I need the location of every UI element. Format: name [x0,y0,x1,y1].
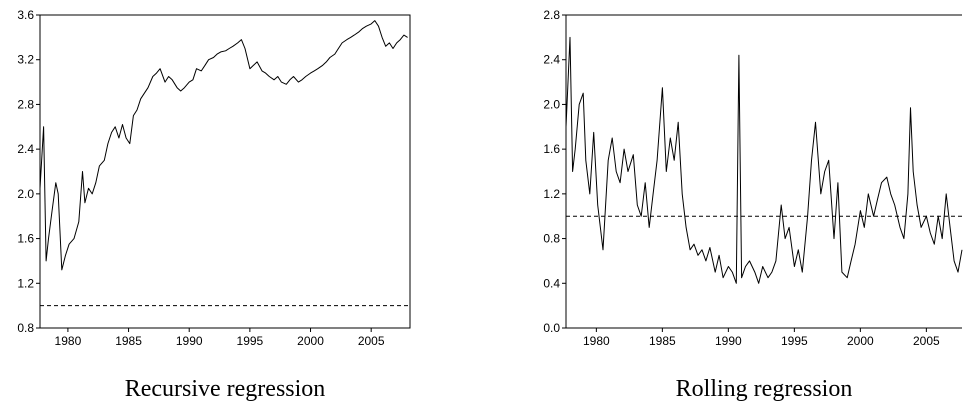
panel-recursive: 0.8 1.2 1.6 2.0 2.4 2.8 3.2 3.6 1980 1985 1990 1995… [17,8,411,402]
y-tick-label: 2.4 [17,142,34,156]
x-tick-label: 2000 [297,334,324,348]
y-tick-label: 0.0 [543,321,560,335]
panel-rolling: 0.0 0.4 0.8 1.2 1.6 2.0 2.4 2.8 1980 1985 1990 1995… [543,8,963,402]
x-tick-label: 2005 [358,334,385,348]
caption-recursive: Recursive regression [125,376,326,402]
y-tick-label: 3.6 [17,8,34,22]
y-tick-label: 1.2 [543,187,560,201]
y-tick-label: 2.0 [543,97,560,111]
y-tick-label: 0.8 [17,321,34,335]
x-tick-label: 1985 [115,334,142,348]
y-tick-label: 2.8 [17,97,34,111]
y-tick-label: 2.8 [543,8,560,22]
x-tick-label: 1995 [237,334,264,348]
series-line-rolling [565,36,963,284]
x-tick-label: 1980 [583,334,610,348]
tick-group-recursive: 0.8 1.2 1.6 2.0 2.4 2.8 3.2 3.6 1980 1985 1990 1995… [17,8,385,348]
y-tick-label: 2.0 [17,187,34,201]
y-tick-label: 3.2 [17,53,34,67]
y-tick-label: 0.8 [543,232,560,246]
tick-group-rolling: 0.0 0.4 0.8 1.2 1.6 2.0 2.4 2.8 1980 1985 1990 1995… [543,8,940,348]
plot-frame-rolling [565,14,962,329]
y-tick-label: 1.2 [17,276,34,290]
x-tick-label: 1990 [715,334,742,348]
x-tick-label: 2005 [913,334,940,348]
y-tick-label: 2.4 [543,53,560,67]
y-tick-label: 1.6 [17,232,34,246]
plot-frame-recursive [39,14,411,329]
x-tick-label: 1990 [176,334,203,348]
caption-rolling: Rolling regression [676,376,853,402]
x-tick-label: 2000 [847,334,874,348]
series-line-recursive [39,20,408,271]
x-tick-label: 1995 [781,334,808,348]
y-tick-label: 1.6 [543,142,560,156]
x-tick-label: 1980 [55,334,82,348]
x-tick-label: 1985 [649,334,676,348]
y-tick-label: 0.4 [543,276,560,290]
